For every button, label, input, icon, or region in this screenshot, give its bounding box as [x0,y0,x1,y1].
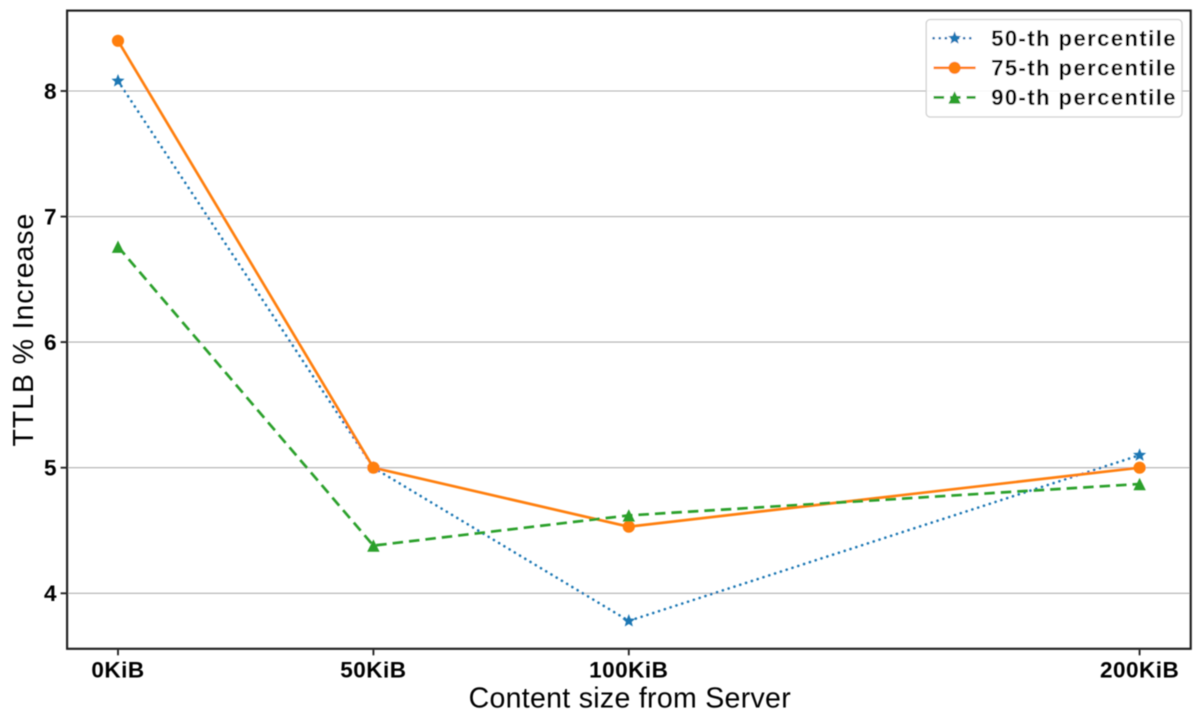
svg-text:50KiB: 50KiB [340,658,406,683]
svg-text:8: 8 [44,79,57,104]
svg-text:200KiB: 200KiB [1100,658,1179,683]
svg-text:0KiB: 0KiB [91,658,144,683]
svg-text:5: 5 [44,456,57,481]
svg-text:100KiB: 100KiB [589,658,668,683]
svg-text:7: 7 [44,205,57,230]
svg-text:TTLB % Increase: TTLB % Increase [8,213,40,447]
svg-text:75-th percentile: 75-th percentile [991,55,1177,80]
svg-text:50-th percentile: 50-th percentile [991,26,1177,51]
svg-text:90-th percentile: 90-th percentile [991,85,1177,110]
svg-text:Content size from Server: Content size from Server [469,682,792,714]
svg-text:6: 6 [44,330,57,355]
svg-text:4: 4 [44,581,57,606]
